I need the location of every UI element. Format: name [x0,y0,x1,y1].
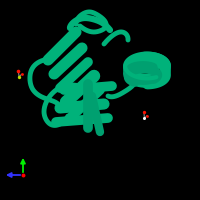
Point [142,111,146,114]
Point [143,117,146,120]
Point [17,69,20,73]
Point [21,173,25,177]
Point [145,114,149,117]
Point [20,73,23,76]
Point [17,75,21,78]
